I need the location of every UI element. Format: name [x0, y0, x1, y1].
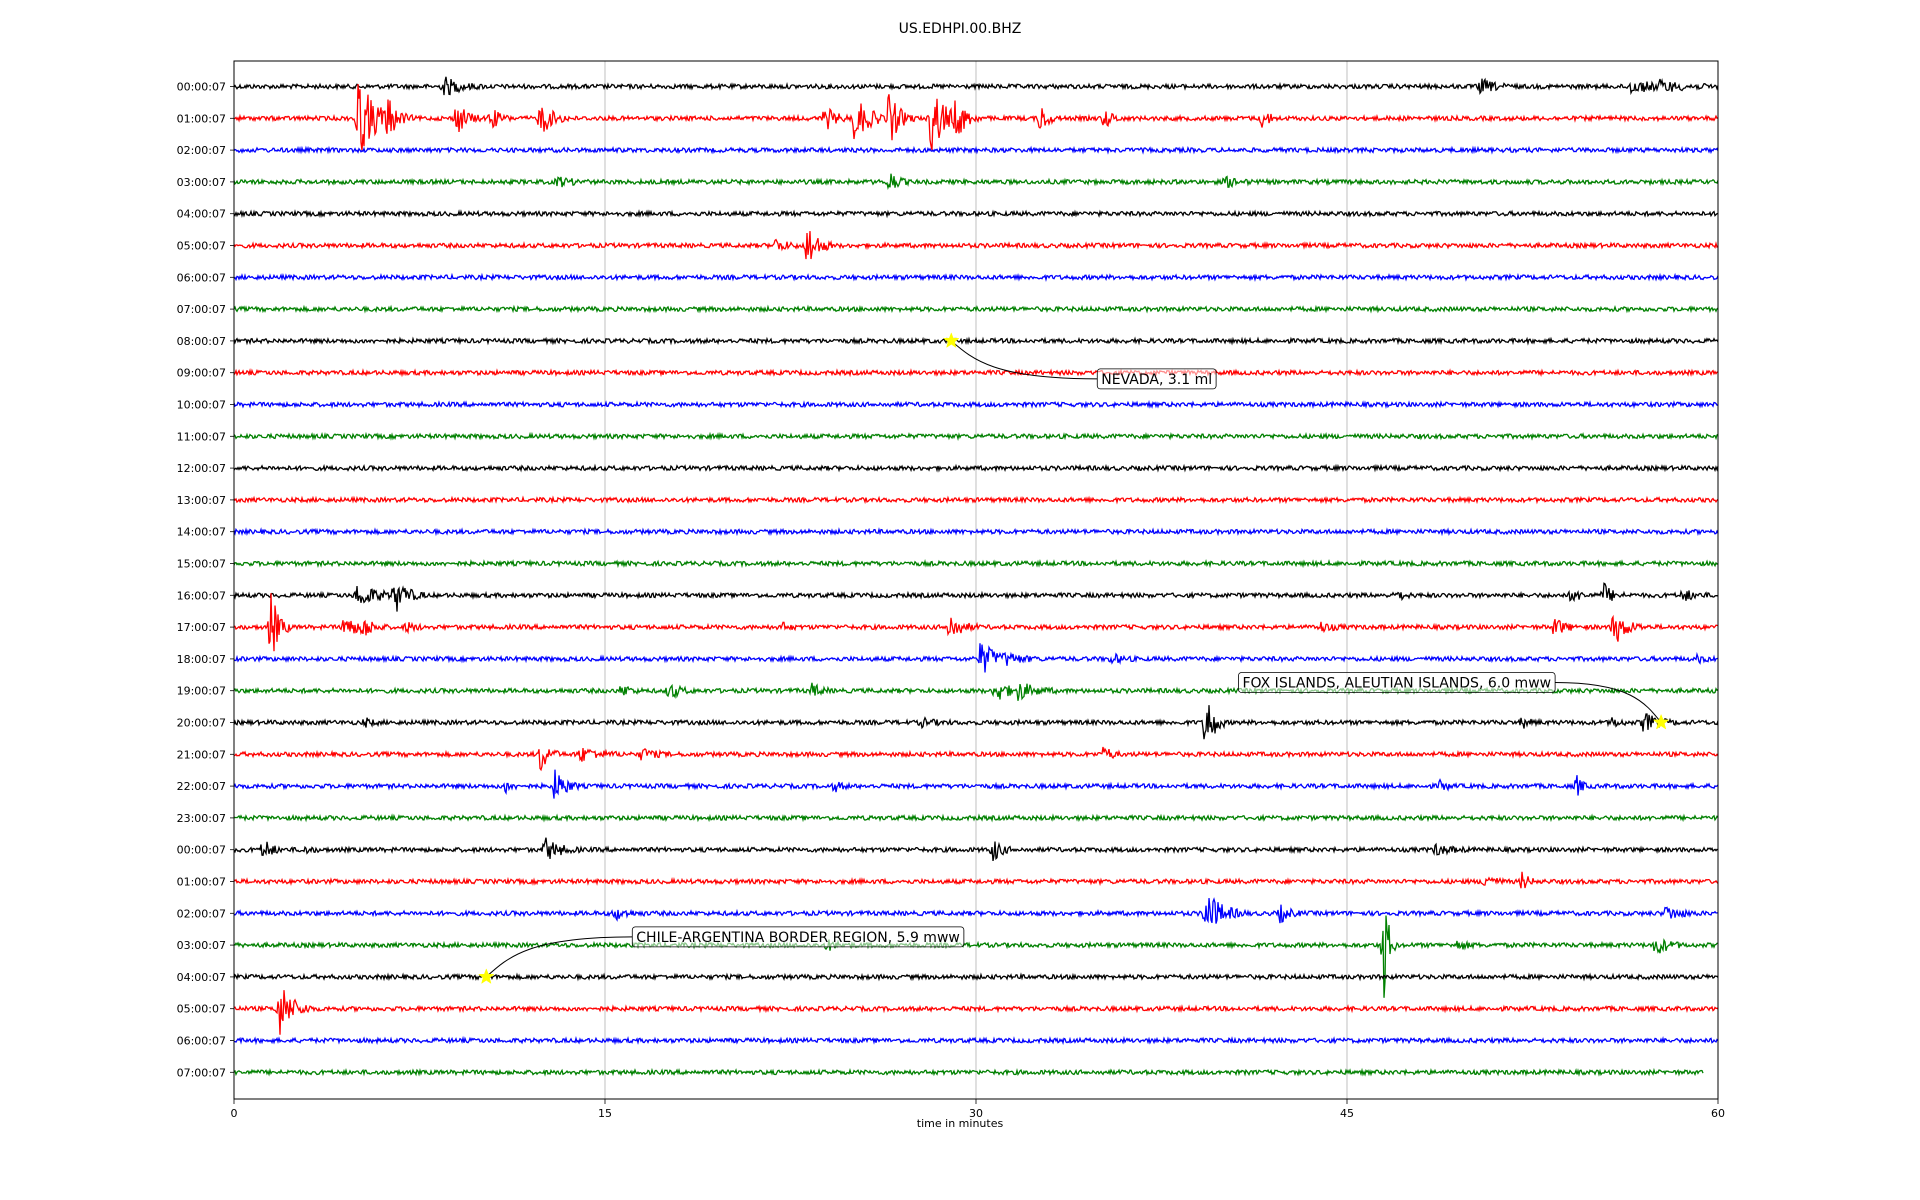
trace-line: [233, 527, 1719, 537]
event-connector: [950, 340, 1098, 380]
trace-line: [233, 1067, 1704, 1077]
y-tick-label: 03:00:07: [177, 176, 226, 189]
trace-line: [233, 399, 1719, 410]
y-tick-label: 00:00:07: [177, 81, 226, 94]
trace-line: [233, 915, 1719, 998]
trace-line: [233, 336, 1719, 346]
trace-line: [233, 769, 1719, 799]
event-connector: [1555, 682, 1662, 723]
y-tick-label: 10:00:07: [177, 399, 226, 412]
x-tick-label: 30: [969, 1107, 983, 1120]
trace-line: [233, 145, 1719, 155]
y-tick-label: 11:00:07: [177, 430, 226, 443]
axes: 00:00:07 01:00:07 02:00:07 03:00:07 04:00:07…: [177, 60, 1725, 1120]
event-label: NEVADA, 3.1 ml: [1101, 372, 1212, 388]
y-tick-label: 19:00:07: [177, 685, 226, 698]
event-marker: [478, 968, 495, 984]
trace-line: [233, 705, 1719, 740]
trace-line: [233, 431, 1719, 441]
y-tick-label: 05:00:07: [177, 240, 226, 253]
event-marker: [1652, 713, 1670, 730]
x-tick-label: 45: [1340, 1107, 1354, 1120]
x-tick-label: 60: [1711, 1107, 1725, 1120]
y-tick-label: 23:00:07: [177, 812, 226, 825]
trace-line: [233, 368, 1719, 378]
trace-line: [233, 837, 1719, 862]
trace-line: [233, 582, 1719, 612]
trace-line: [233, 972, 1719, 982]
event-label: CHILE-ARGENTINA BORDER REGION, 5.9 mww: [636, 930, 960, 946]
y-tick-label: 16:00:07: [177, 589, 226, 602]
trace-line: [233, 871, 1719, 889]
y-tick-label: 06:00:07: [177, 271, 226, 284]
y-tick-label: 14:00:07: [177, 526, 226, 539]
x-tick-label: 15: [598, 1107, 612, 1120]
y-tick-label: 12:00:07: [177, 462, 226, 475]
y-tick-label: 21:00:07: [177, 748, 226, 761]
y-tick-label: 02:00:07: [177, 144, 226, 157]
y-tick-label: 07:00:07: [177, 1066, 226, 1079]
trace-line: [233, 746, 1719, 772]
chart-title: US.EDHPI.00.BHZ: [898, 21, 1022, 37]
y-tick-label: 22:00:07: [177, 780, 226, 793]
trace-line: [233, 173, 1719, 190]
trace-line: [233, 231, 1719, 260]
y-tick-label: 17:00:07: [177, 621, 226, 634]
y-tick-label: 09:00:07: [177, 367, 226, 380]
y-tick-label: 18:00:07: [177, 653, 226, 666]
trace-line: [233, 272, 1719, 283]
y-tick-label: 01:00:07: [177, 112, 226, 125]
trace-line: [233, 76, 1719, 96]
grid-lines: [604, 61, 1348, 1099]
trace-line: [233, 990, 1719, 1035]
y-tick-label: 00:00:07: [177, 844, 226, 857]
trace-line: [233, 813, 1719, 823]
trace-line: [233, 593, 1719, 652]
trace-line: [233, 495, 1719, 505]
trace-line: [233, 84, 1719, 151]
y-tick-label: 06:00:07: [177, 1035, 226, 1048]
event-annotations: NEVADA, 3.1 ml FOX ISLANDS, ALEUTIAN ISLA…: [478, 332, 1670, 984]
y-tick-label: 05:00:07: [177, 1003, 226, 1016]
y-tick-label: 04:00:07: [177, 971, 226, 984]
event-label: FOX ISLANDS, ALEUTIAN ISLANDS, 6.0 mww: [1242, 676, 1551, 692]
trace-line: [233, 209, 1719, 219]
y-tick-label: 03:00:07: [177, 939, 226, 952]
y-tick-label: 20:00:07: [177, 717, 226, 730]
x-tick-label: 0: [231, 1107, 238, 1120]
y-tick-label: 15:00:07: [177, 558, 226, 571]
trace-line: [233, 643, 1719, 673]
trace-line: [233, 558, 1719, 569]
y-tick-label: 04:00:07: [177, 208, 226, 221]
trace-line: [233, 304, 1719, 314]
y-tick-label: 13:00:07: [177, 494, 226, 507]
y-tick-label: 08:00:07: [177, 335, 226, 348]
trace-line: [233, 897, 1718, 924]
y-tick-label: 07:00:07: [177, 303, 226, 316]
y-tick-label: 01:00:07: [177, 876, 226, 889]
trace-line: [233, 463, 1719, 473]
x-axis-label: time in minutes: [916, 1117, 1004, 1130]
trace-line: [233, 1035, 1719, 1046]
y-tick-label: 02:00:07: [177, 907, 226, 920]
event-marker: [943, 332, 960, 348]
event-connector: [485, 936, 633, 978]
